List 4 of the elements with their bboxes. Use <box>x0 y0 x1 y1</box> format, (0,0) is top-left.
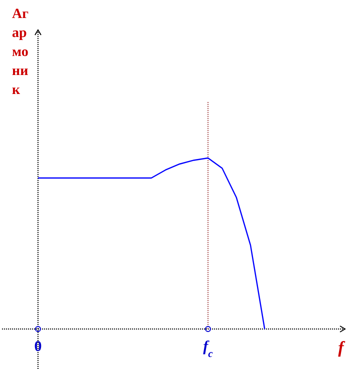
x-tick-label: f$_{c}$ <box>203 339 214 360</box>
y-axis-title: Агармоник <box>12 7 28 98</box>
x-axis-title: f <box>338 338 346 357</box>
x-tick-label: 0 <box>34 339 42 355</box>
